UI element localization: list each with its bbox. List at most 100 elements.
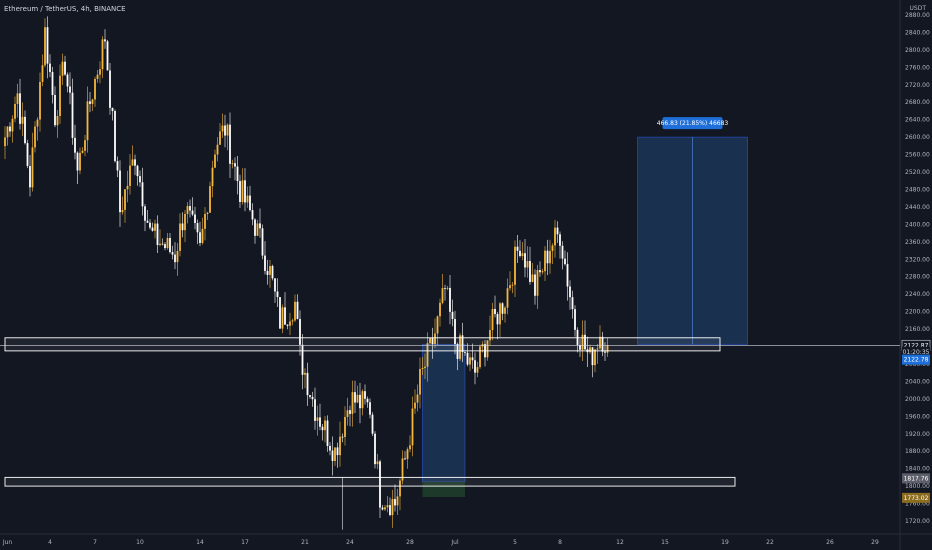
measure-label-text: 466.83 (21.85%) 46683 <box>657 120 729 127</box>
candle <box>396 488 399 516</box>
candle <box>89 91 91 113</box>
y-tick-label: 2440.00 <box>905 204 930 211</box>
candle-body <box>106 41 109 71</box>
candle <box>211 160 214 198</box>
candle <box>16 83 19 118</box>
candle <box>201 217 204 245</box>
candle <box>591 347 594 378</box>
measure-box[interactable] <box>422 343 466 483</box>
candle-body <box>119 170 121 213</box>
candle <box>429 337 431 345</box>
y-tick-label: 2480.00 <box>905 186 930 193</box>
candle-body <box>184 213 186 231</box>
candle <box>236 155 239 195</box>
candle <box>579 338 581 357</box>
candle-body <box>276 291 279 298</box>
x-tick-label: Jul <box>450 539 459 546</box>
candle <box>509 271 511 291</box>
candle <box>91 98 94 111</box>
candle <box>246 186 249 208</box>
candle <box>319 403 321 431</box>
candle <box>286 324 289 330</box>
candle-body <box>446 287 449 289</box>
candle-body <box>116 161 119 171</box>
candle-body <box>16 93 19 104</box>
candle-body <box>146 220 149 223</box>
candle <box>556 221 559 243</box>
candle <box>39 72 41 132</box>
candle <box>311 391 314 407</box>
candle-body <box>349 410 351 414</box>
candle-body <box>566 264 569 287</box>
candle-body <box>379 461 381 508</box>
measure-label-bg <box>662 117 723 130</box>
candle-body <box>294 301 296 321</box>
candle-body <box>179 223 181 251</box>
candle-body <box>539 270 541 273</box>
candle-body <box>584 334 586 350</box>
y-tick-label: 2280.00 <box>905 274 930 281</box>
candle-body <box>91 99 94 104</box>
candle <box>354 380 356 414</box>
candle-body <box>591 347 594 366</box>
candle-body <box>69 86 71 93</box>
y-tick-label: 2160.00 <box>905 326 930 333</box>
candle <box>391 489 394 528</box>
candle-body <box>361 391 364 409</box>
y-tick-label: 2800.00 <box>905 47 930 54</box>
symbol-title: Ethereum / TetherUS, 4h, BINANCE <box>4 5 126 13</box>
candle <box>241 168 244 205</box>
candle <box>131 145 134 166</box>
candle <box>434 318 436 349</box>
candle-body <box>156 223 159 245</box>
candle <box>494 295 496 318</box>
candle-body <box>496 314 499 325</box>
candle <box>359 382 361 424</box>
candle <box>149 218 151 230</box>
candle-body <box>424 366 426 368</box>
candle-body <box>236 166 239 182</box>
candle-body <box>366 398 369 403</box>
candle <box>504 305 506 323</box>
candle <box>411 396 414 457</box>
candle-body <box>506 288 509 308</box>
candle-body <box>521 253 524 257</box>
candle-body <box>206 212 209 214</box>
candle <box>86 86 89 153</box>
price-axis-tag: 1773.02 <box>902 492 930 503</box>
candle <box>546 239 549 276</box>
candle-body <box>86 101 89 141</box>
candle <box>291 318 294 326</box>
candle <box>24 110 26 145</box>
support-zone-box[interactable] <box>4 476 736 487</box>
x-tick-label: 26 <box>826 539 834 546</box>
candle <box>581 320 584 361</box>
candle-body <box>344 416 346 437</box>
candle-body <box>339 436 341 456</box>
candle-body <box>39 81 41 120</box>
candle-body <box>114 111 116 162</box>
price-tag-bg <box>902 354 930 365</box>
candle <box>466 343 469 367</box>
candle <box>476 361 479 378</box>
candle <box>371 412 374 436</box>
candle <box>289 312 291 336</box>
candle <box>374 431 376 469</box>
candle <box>156 215 159 254</box>
candle-body <box>434 333 436 345</box>
candle-body <box>389 505 391 516</box>
stop-zone-box[interactable] <box>422 481 466 498</box>
y-tick-label: 1720.00 <box>905 518 930 525</box>
candle-body <box>511 284 514 286</box>
candle <box>146 209 149 223</box>
candle-body <box>391 499 394 516</box>
candle-body <box>279 297 281 329</box>
candle-body <box>594 349 596 366</box>
candle-body <box>541 271 544 273</box>
candle-body <box>456 343 459 359</box>
candle <box>79 147 81 175</box>
candle-body <box>454 319 456 344</box>
support-zone-box[interactable] <box>4 337 721 352</box>
candle <box>29 154 31 197</box>
